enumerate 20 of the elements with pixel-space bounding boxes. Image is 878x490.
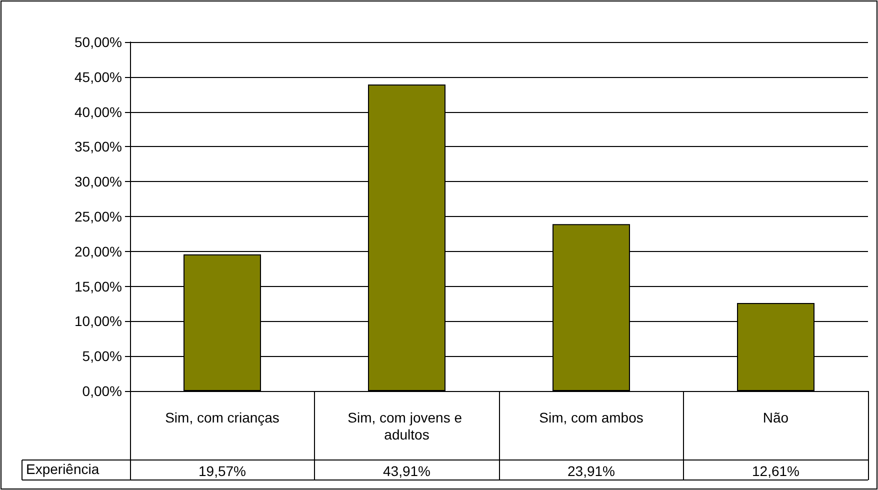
x-tick-label: Sim, com ambos	[539, 410, 644, 426]
y-tick-label: 45,00%	[74, 68, 122, 85]
legend-label: Experiência	[26, 461, 100, 477]
y-tick-label: 10,00%	[74, 313, 122, 330]
y-tick-label: 35,00%	[74, 138, 122, 155]
x-tick-label: Sim, com jovens e adultos	[348, 410, 466, 442]
x-tick-label: Sim, com crianças	[165, 410, 280, 426]
y-tick-label: 20,00%	[74, 243, 122, 260]
y-tick-label: 40,00%	[74, 104, 122, 120]
y-tick-label: 15,00%	[74, 278, 122, 294]
data-label: 19,57%	[198, 463, 246, 479]
y-tick-label: 5,00%	[82, 348, 122, 364]
data-label: 12,61%	[752, 463, 800, 479]
data-label: 43,91%	[383, 463, 430, 479]
x-tick-label: Não	[762, 410, 789, 426]
y-tick-label: 0,00%	[82, 383, 122, 399]
data-label: 23,91%	[568, 463, 615, 479]
y-tick-label: 30,00%	[74, 174, 122, 190]
y-tick-label: 50,00%	[74, 34, 122, 50]
y-tick-label: 25,00%	[74, 208, 122, 224]
